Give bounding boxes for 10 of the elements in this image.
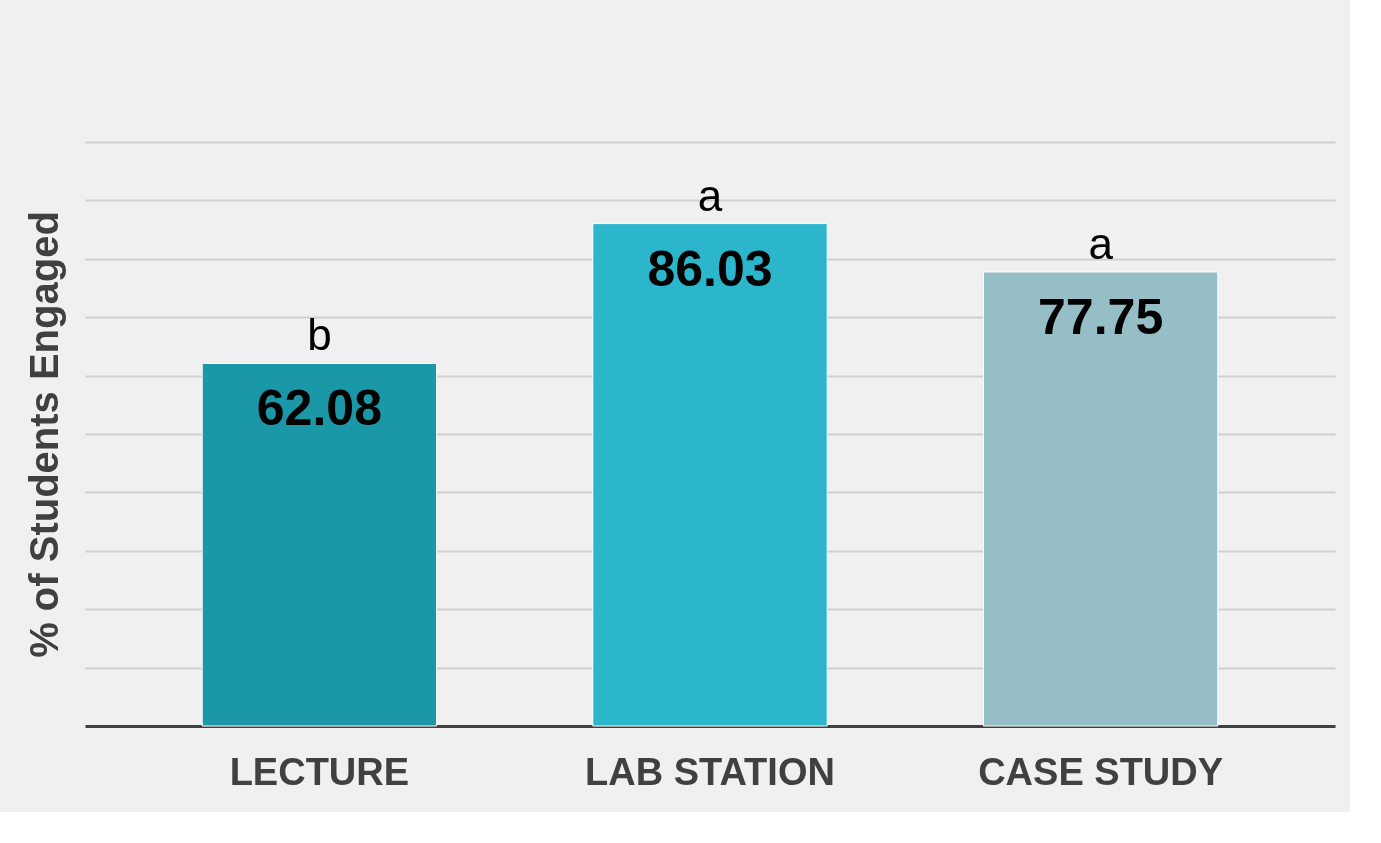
- annotation: a: [697, 170, 723, 220]
- x-tick-label: CASE STUDY: [978, 750, 1224, 793]
- annotation: b: [307, 310, 332, 360]
- annotation: a: [1088, 218, 1114, 268]
- data-label: 86.03: [647, 240, 773, 297]
- data-label: 77.75: [1038, 288, 1164, 345]
- data-label: 62.08: [256, 380, 382, 437]
- y-axis-title: % of Students Engaged: [21, 211, 66, 658]
- x-tick-label: LECTURE: [229, 750, 410, 793]
- x-tick-label: LAB STATION: [585, 750, 835, 793]
